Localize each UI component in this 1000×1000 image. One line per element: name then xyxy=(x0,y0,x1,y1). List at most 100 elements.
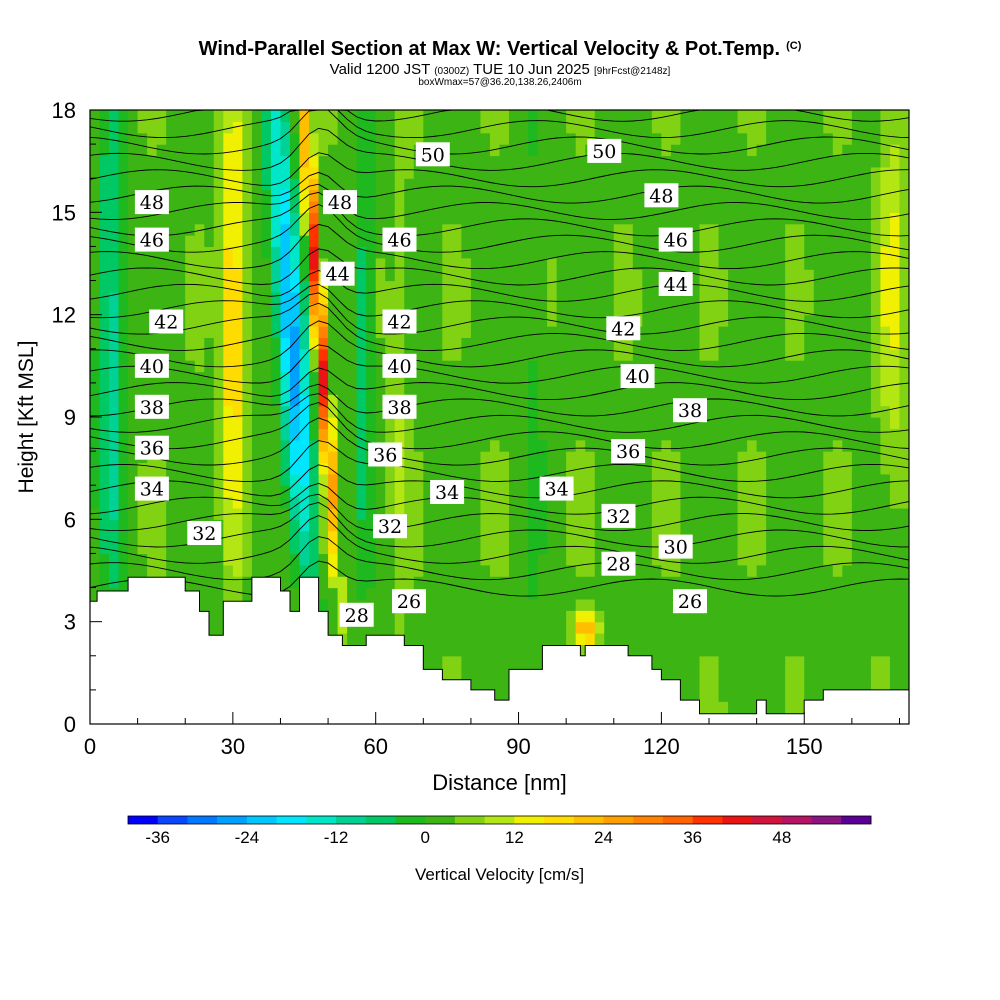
colorbar-swatch xyxy=(187,816,218,824)
svg-text:42: 42 xyxy=(611,318,635,340)
colorbar-swatch xyxy=(573,816,604,824)
theta-contour-line xyxy=(90,302,909,351)
x-tick-label: 90 xyxy=(506,734,530,759)
contour-label: 42 xyxy=(149,309,184,334)
theta-contour-line xyxy=(90,440,909,482)
contour-label: 38 xyxy=(673,398,707,423)
theta-contour-line xyxy=(90,536,909,581)
x-axis-label: Distance [nm] xyxy=(432,770,567,795)
colorbar-tick-label: -24 xyxy=(235,828,260,847)
contour-label: 28 xyxy=(339,602,374,627)
colorbar-swatch xyxy=(514,816,545,824)
svg-text:42: 42 xyxy=(387,312,411,334)
y-tick-label: 0 xyxy=(64,712,76,737)
svg-text:34: 34 xyxy=(140,479,164,501)
theta-contour-line xyxy=(90,383,909,417)
colorbar-tick-label: 0 xyxy=(420,828,429,847)
colorbar-swatch xyxy=(246,816,277,824)
contour-label: 26 xyxy=(673,589,707,614)
chart-title: Wind-Parallel Section at Max W: Vertical… xyxy=(198,38,802,60)
contour-label: 28 xyxy=(601,551,636,576)
theta-contour-line xyxy=(90,402,909,450)
y-tick-label: 3 xyxy=(64,610,76,635)
colorbar-swatch xyxy=(157,816,188,824)
contour-label: 34 xyxy=(539,476,574,501)
colorbar-tick-label: 12 xyxy=(505,828,524,847)
contour-label: 50 xyxy=(587,138,622,163)
colorbar-swatch xyxy=(336,816,367,824)
svg-text:46: 46 xyxy=(664,230,688,252)
colorbar-frame xyxy=(127,815,872,825)
contour-label: 48 xyxy=(644,183,679,208)
colorbar-swatch xyxy=(811,816,842,824)
contour-label: 46 xyxy=(134,227,169,252)
contour-label: 46 xyxy=(658,227,693,252)
svg-text:30: 30 xyxy=(664,537,688,559)
theta-contour-line xyxy=(90,464,909,499)
svg-text:28: 28 xyxy=(345,605,369,627)
contour-label: 42 xyxy=(606,316,641,341)
theta-contour-line xyxy=(90,560,909,597)
contour-label: 46 xyxy=(382,227,417,252)
chart-box-info: boxWmax=57@36.20,138.26,2406m xyxy=(418,77,582,88)
svg-text:48: 48 xyxy=(649,185,673,207)
colorbar-swatch xyxy=(425,816,456,824)
svg-text:38: 38 xyxy=(387,397,411,419)
colorbar-swatch xyxy=(454,816,486,824)
svg-text:44: 44 xyxy=(664,274,688,296)
colorbar-swatch xyxy=(841,816,872,824)
svg-text:34: 34 xyxy=(435,482,459,504)
contour-label: 42 xyxy=(382,309,417,334)
chart-subtitle: Valid 1200 JST (0300Z) TUE 10 Jun 2025 [… xyxy=(329,61,671,78)
contour-label: 44 xyxy=(320,261,355,286)
theta-contour-line xyxy=(90,191,909,237)
svg-text:26: 26 xyxy=(397,591,421,613)
theta-contour-line xyxy=(90,270,909,302)
contour-label: 48 xyxy=(134,190,169,215)
contour-label: 32 xyxy=(187,521,222,545)
svg-text:36: 36 xyxy=(140,438,164,460)
contour-label: 40 xyxy=(134,353,169,378)
svg-text:48: 48 xyxy=(140,192,164,214)
vertical-velocity-field xyxy=(90,110,909,724)
svg-text:32: 32 xyxy=(192,523,216,545)
colorbar-swatch xyxy=(306,816,337,824)
x-tick-label: 0 xyxy=(84,734,96,759)
contour-label: 38 xyxy=(134,394,169,419)
colorbar-swatch xyxy=(722,816,753,824)
theta-contour-line xyxy=(90,204,909,253)
x-tick-label: 150 xyxy=(786,734,823,759)
svg-text:40: 40 xyxy=(626,366,650,388)
contour-label: 36 xyxy=(134,435,169,460)
theta-contour-line xyxy=(90,502,909,548)
colorbar-tick-label: -12 xyxy=(324,828,349,847)
colorbar-swatch xyxy=(276,816,307,824)
svg-text:42: 42 xyxy=(154,312,178,334)
svg-text:40: 40 xyxy=(140,356,164,378)
contour-label: 50 xyxy=(415,142,450,167)
theta-contour-line xyxy=(90,110,909,155)
svg-text:40: 40 xyxy=(387,356,411,378)
x-tick-label: 60 xyxy=(363,734,387,759)
theta-contour-line xyxy=(90,171,909,204)
theta-contour-line xyxy=(90,223,909,270)
colorbar: -36 -24 -12 0 12 24 36 48 Vertical Velocity [cm/… xyxy=(127,815,872,884)
contour-label: 30 xyxy=(658,534,693,559)
theta-contour-line xyxy=(90,127,909,171)
svg-text:46: 46 xyxy=(140,230,164,252)
colorbar-tick-label: 48 xyxy=(772,828,791,847)
svg-text:28: 28 xyxy=(606,554,630,576)
svg-text:36: 36 xyxy=(616,441,640,463)
svg-text:38: 38 xyxy=(140,397,164,419)
theta-contour-line xyxy=(90,320,909,368)
theta-contour-line xyxy=(90,152,909,188)
colorbar-swatch xyxy=(365,816,396,824)
theta-contour-line xyxy=(90,110,909,139)
colorbar-swatch xyxy=(128,816,159,824)
terrain-mask xyxy=(89,576,910,725)
colorbar-tick-label: -36 xyxy=(145,828,170,847)
theta-contour-line xyxy=(90,493,909,532)
theta-contour-line xyxy=(90,417,909,466)
contour-label: 36 xyxy=(368,442,403,467)
